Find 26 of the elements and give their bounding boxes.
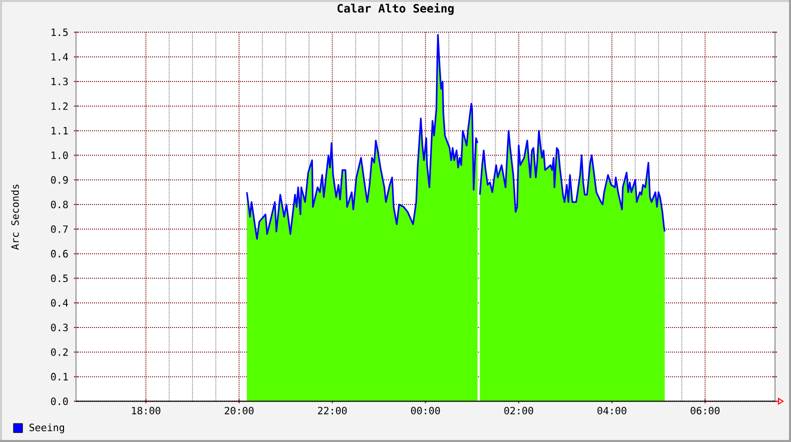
y-tick-label: 0.5 — [51, 274, 68, 282]
x-tick-label: 06:00 — [690, 406, 720, 414]
x-tick-label: 02:00 — [504, 406, 534, 414]
y-tick-label: 0.0 — [51, 398, 68, 406]
x-tick-label: 00:00 — [411, 406, 440, 414]
x-tick-label: 22:00 — [318, 406, 347, 414]
y-tick-label: 0.9 — [51, 176, 68, 184]
y-tick-label: 0.3 — [51, 324, 68, 332]
x-tick-label: 18:00 — [132, 406, 160, 414]
chart-title: Calar Alto Seeing — [338, 3, 454, 15]
x-tick-label: 04:00 — [598, 406, 626, 414]
y-tick-label: 0.1 — [51, 372, 68, 380]
y-tick-label: 1.3 — [52, 78, 68, 86]
y-tick-label: 0.4 — [51, 299, 68, 307]
x-tick-label: 20:00 — [224, 406, 254, 414]
y-tick-label: 1.4 — [52, 53, 68, 61]
y-tick-label: 1.2 — [52, 102, 68, 110]
y-tick-label: 1.5 — [52, 28, 68, 36]
y-tick-label: 1.0 — [52, 152, 68, 160]
y-tick-label: 0.8 — [51, 200, 68, 208]
legend-label: Seeing — [29, 423, 64, 434]
y-tick-label: 0.6 — [51, 250, 68, 258]
y-axis-title: Arc Seconds — [11, 184, 19, 250]
y-tick-label: 0.7 — [51, 225, 68, 233]
y-tick-label: 0.2 — [51, 348, 68, 356]
y-tick-label: 1.1 — [52, 127, 68, 134]
